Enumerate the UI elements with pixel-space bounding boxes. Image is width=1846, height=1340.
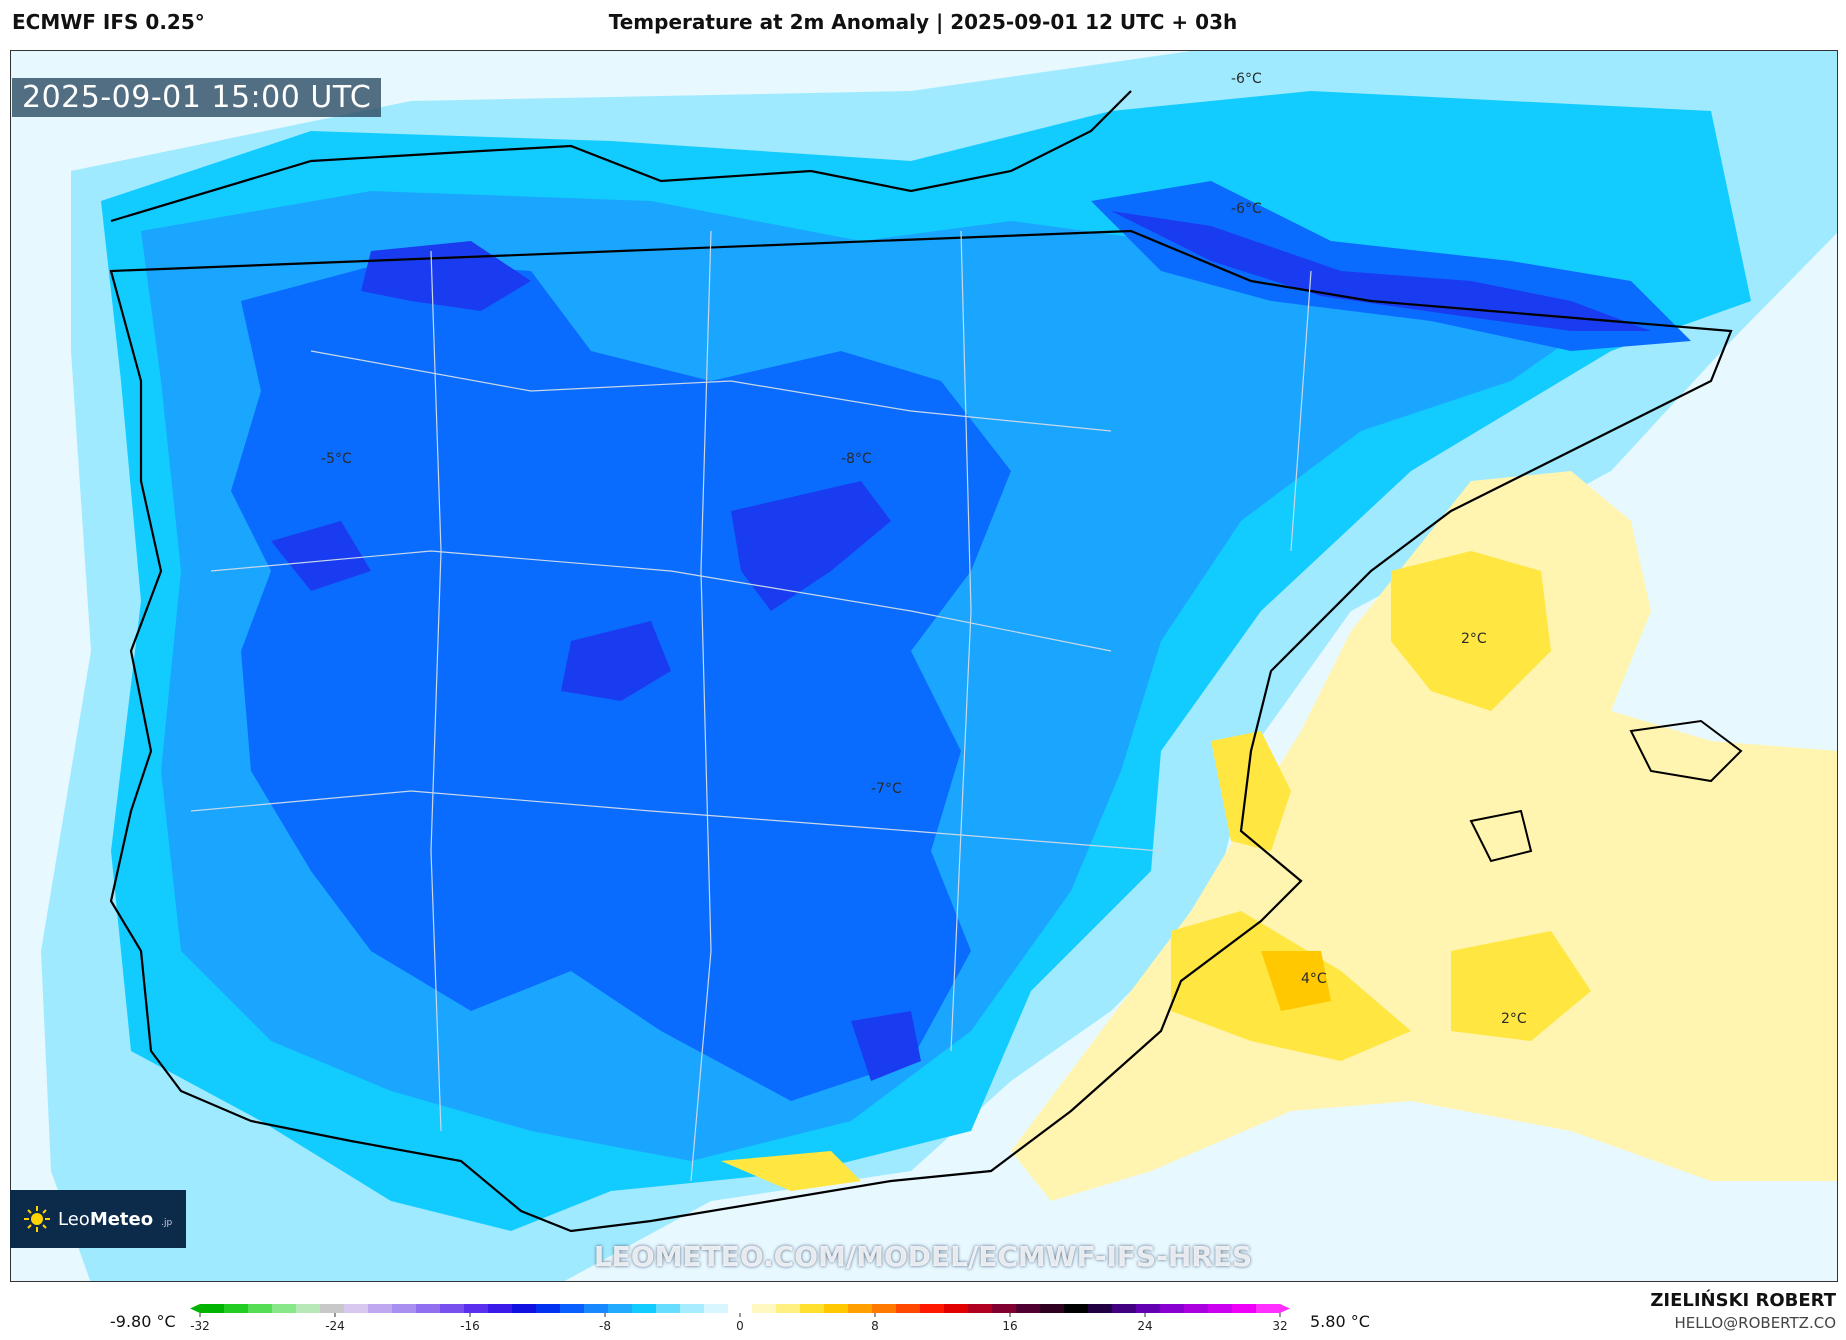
colorbar-graphic: -32 -24 -16 -8 0 8 16 24 32: [190, 1304, 1290, 1333]
colorbar-segment: [440, 1304, 465, 1313]
anomaly-zone-warm-2: [1391, 551, 1551, 711]
colorbar-segment: [200, 1304, 225, 1313]
colorbar-segment: [536, 1304, 561, 1313]
colorbar-min: -9.80 °C: [110, 1312, 176, 1331]
colorbar-segment: [368, 1304, 393, 1313]
anomaly-map: [11, 51, 1837, 1281]
brand-suffix: .jp: [161, 1218, 173, 1228]
colorbar-segment: [992, 1304, 1017, 1313]
colorbar-tick-label: -32: [190, 1319, 210, 1333]
colorbar-segment: [1064, 1304, 1089, 1313]
colorbar-segment: [1112, 1304, 1137, 1313]
colorbar-segment: [680, 1304, 705, 1313]
valid-time-label: 2025-09-01 15:00 UTC: [12, 78, 382, 117]
coastline: [109, 90, 1733, 1233]
colorbar-segment: [392, 1304, 417, 1313]
anomaly-core-south: [851, 1011, 921, 1081]
colorbar-left-arrow: [190, 1304, 200, 1313]
anomaly-zone-warm-5: [1211, 731, 1291, 851]
admin-boundaries: [190, 230, 1312, 1182]
contour-label: 2°C: [1501, 1011, 1527, 1027]
contour-label: 2°C: [1461, 631, 1487, 647]
colorbar-tick-label: -16: [460, 1319, 480, 1333]
colorbar-segment: [920, 1304, 945, 1313]
island: [1469, 809, 1533, 863]
anomaly-zone-warm-4: [1451, 931, 1591, 1041]
anomaly-core-center-south: [561, 621, 671, 701]
colorbar-segment: [1232, 1304, 1257, 1313]
colorbar-segment: [704, 1304, 729, 1313]
map-panel: -6°C -6°C -5°C -8°C -7°C 2°C 4°C 2°C: [10, 50, 1838, 1282]
contour-label: 4°C: [1301, 971, 1327, 987]
source-watermark: LEOMETEO.COM/MODEL/ECMWF-IFS-HRES: [593, 1240, 1253, 1273]
colorbar-segment: [512, 1304, 537, 1313]
colorbar-segment: [344, 1304, 369, 1313]
colorbar-right-arrow: [1280, 1304, 1290, 1313]
model-name: ECMWF IFS 0.25°: [12, 10, 205, 34]
colorbar: -32 -24 -16 -8 0 8 16 24 32: [190, 1302, 1290, 1336]
colorbar-segment: [416, 1304, 441, 1313]
colorbar-segment: [248, 1304, 273, 1313]
colorbar-segment: [464, 1304, 489, 1313]
colorbar-segment: [224, 1304, 249, 1313]
contour-label: -7°C: [871, 781, 902, 797]
brand-logo[interactable]: LeoMeteo .jp: [10, 1190, 186, 1248]
colorbar-segment: [872, 1304, 897, 1313]
colorbar-segment: [1256, 1304, 1281, 1313]
colorbar-segment: [944, 1304, 969, 1313]
colorbar-segment: [776, 1304, 801, 1313]
colorbar-segment: [1016, 1304, 1041, 1313]
colorbar-segment: [848, 1304, 873, 1313]
colorbar-segment: [488, 1304, 513, 1313]
colorbar-segment: [1088, 1304, 1113, 1313]
colorbar-segment: [1184, 1304, 1209, 1313]
colorbar-segment: [968, 1304, 993, 1313]
colorbar-segment: [896, 1304, 921, 1313]
anomaly-core-west: [271, 521, 371, 591]
colorbar-tick-label: -24: [325, 1319, 345, 1333]
anomaly-zone-warm-south: [721, 1151, 861, 1191]
author-name: ZIELIŃSKI ROBERT: [1650, 1290, 1836, 1311]
colorbar-segment: [656, 1304, 681, 1313]
brand-name: LeoMeteo: [58, 1208, 154, 1230]
contour-label: -8°C: [841, 451, 872, 467]
colorbar-segment: [1208, 1304, 1233, 1313]
contour-label: -5°C: [321, 451, 352, 467]
colorbar-tick-label: 16: [1002, 1319, 1017, 1333]
colorbar-segment: [728, 1304, 753, 1313]
colorbar-tick-label: 24: [1137, 1319, 1152, 1333]
colorbar-segment: [1040, 1304, 1065, 1313]
anomaly-core-warm: [1261, 951, 1331, 1011]
colorbar-tick-label: 32: [1272, 1319, 1287, 1333]
colorbar-segment: [608, 1304, 633, 1313]
colorbar-segment: [752, 1304, 777, 1313]
colorbar-max: 5.80 °C: [1310, 1312, 1370, 1331]
colorbar-segment: [320, 1304, 345, 1313]
colorbar-segment: [1160, 1304, 1185, 1313]
colorbar-tick-label: 8: [871, 1319, 879, 1333]
colorbar-segment: [800, 1304, 825, 1313]
colorbar-segment: [296, 1304, 321, 1313]
anomaly-core-central: [731, 481, 891, 611]
sun-icon: [24, 1206, 50, 1232]
contour-label: -6°C: [1231, 71, 1262, 87]
contour-label: -6°C: [1231, 201, 1262, 217]
colorbar-segment: [824, 1304, 849, 1313]
chart-title: Temperature at 2m Anomaly | 2025-09-01 1…: [608, 10, 1238, 34]
anomaly-core-north: [1111, 211, 1651, 331]
author-email: HELLO@ROBERTZ.CO: [1674, 1314, 1836, 1332]
colorbar-tick-label: -8: [599, 1319, 611, 1333]
colorbar-tick-label: 0: [736, 1319, 744, 1333]
island: [1629, 719, 1743, 783]
colorbar-segment: [632, 1304, 657, 1313]
colorbar-segment: [584, 1304, 609, 1313]
colorbar-segment: [1136, 1304, 1161, 1313]
colorbar-segment: [560, 1304, 585, 1313]
colorbar-segment: [272, 1304, 297, 1313]
